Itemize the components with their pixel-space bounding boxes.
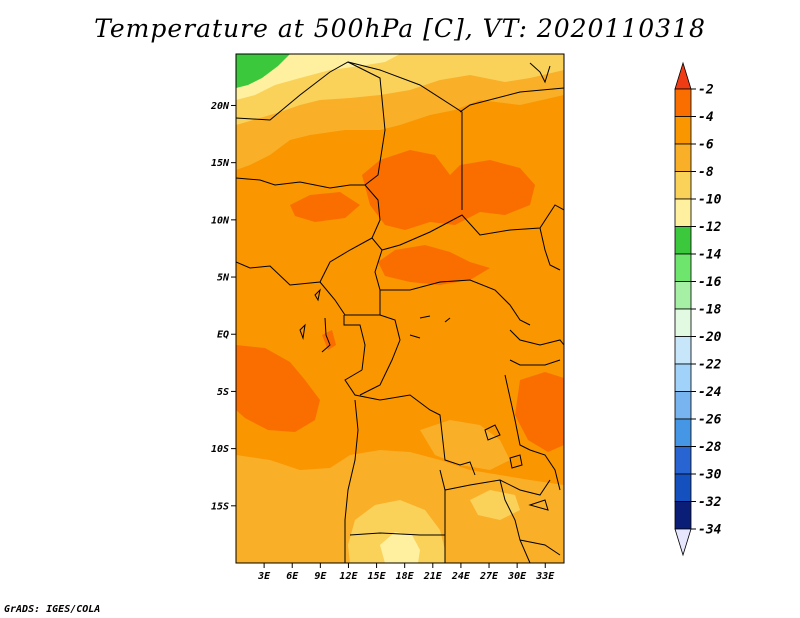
- colorbar-swatch: [674, 363, 692, 392]
- lon-tick-label: 21E: [423, 571, 443, 582]
- colorbar-swatch: [674, 446, 692, 475]
- colorbar-bottom-arrow: [674, 528, 692, 557]
- band-14-to-12: [236, 54, 290, 88]
- colorbar-swatch: [674, 116, 692, 145]
- band-12-south: [380, 532, 420, 563]
- colorbar-label: -14: [698, 248, 722, 263]
- colorbar-label: -6: [698, 138, 714, 153]
- colorbar-label: -16: [698, 275, 722, 290]
- colorbar-swatch: [674, 418, 692, 447]
- lat-tick-label: 10N: [211, 215, 230, 226]
- colorbar-swatch: [674, 171, 692, 200]
- band-8-to-6-lakes: [420, 420, 510, 470]
- warm-patch-west: [290, 192, 360, 222]
- colorbar-label: -18: [698, 303, 722, 318]
- lat-tick-label: 15N: [211, 158, 230, 169]
- colorbar-label: -26: [698, 413, 722, 428]
- temperature-field: [236, 54, 564, 563]
- colorbar-label: -20: [698, 330, 722, 345]
- colorbar-label: -28: [698, 440, 722, 455]
- lon-tick-label: 27E: [479, 571, 499, 582]
- lat-tick-label: 5N: [217, 273, 230, 284]
- colorbar-label: -4: [698, 110, 714, 125]
- country-boundaries: [236, 61, 564, 563]
- warm-patch-atlantic: [236, 345, 320, 432]
- lat-tick-label: EQ: [217, 330, 229, 341]
- colorbar-label: -34: [698, 523, 722, 538]
- colorbar-swatch: [674, 281, 692, 310]
- lon-tick-label: 33E: [535, 571, 555, 582]
- colorbar-swatch: [674, 198, 692, 227]
- longitude-axis: 3E 6E 9E 12E 15E 18E 21E 24E 27E 30E 33E: [257, 563, 555, 582]
- warm-patch-east: [515, 372, 564, 452]
- colorbar-swatch: [674, 143, 692, 172]
- colorbar-swatch: [674, 501, 692, 530]
- colorbar-label: -8: [698, 165, 714, 180]
- lon-tick-label: 18E: [396, 571, 415, 582]
- band-10-to-8-south: [348, 500, 445, 563]
- lon-tick-label: 15E: [368, 571, 387, 582]
- colorbar-swatch: [674, 336, 692, 365]
- colorbar-label: -24: [698, 385, 722, 400]
- lat-tick-label: 15S: [211, 501, 229, 512]
- colorbar-label: -2: [698, 83, 714, 98]
- lon-tick-label: 24E: [451, 571, 471, 582]
- lon-tick-label: 30E: [507, 571, 527, 582]
- lat-tick-label: 10S: [211, 444, 229, 455]
- latitude-axis: 20N 15N 10N 5N EQ 5S 10S 15S: [210, 101, 236, 512]
- colorbar-label: -32: [698, 495, 722, 510]
- lat-tick-label: 5S: [217, 387, 229, 398]
- colorbar: -2 -4 -6 -8 -10 -12 -14 -16 -18 -20 -22 -24 -26 -28 -3…: [674, 61, 722, 557]
- colorbar-top-arrow: [674, 61, 692, 90]
- warm-patch-car: [378, 245, 490, 285]
- colorbar-label: -12: [698, 220, 722, 235]
- chart-title: Temperature at 500hPa [C], VT: 202011031…: [94, 14, 706, 43]
- lon-tick-label: 6E: [286, 571, 299, 582]
- colorbar-label: -30: [698, 468, 722, 483]
- lon-tick-label: 12E: [339, 571, 358, 582]
- colorbar-swatch: [674, 473, 692, 502]
- colorbar-swatch: [674, 226, 692, 255]
- band-10-east-patch: [470, 490, 520, 520]
- lon-tick-label: 9E: [314, 571, 327, 582]
- colorbar-swatch: [674, 88, 692, 117]
- warm-patch-central-sahel: [362, 150, 535, 230]
- map-frame: [235, 53, 565, 564]
- lat-tick-label: 20N: [210, 101, 230, 112]
- colorbar-label: -22: [698, 358, 722, 373]
- colorbar-label: -10: [698, 193, 722, 208]
- grads-credit: GrADS: IGES/COLA: [4, 604, 101, 615]
- colorbar-swatch: [674, 253, 692, 282]
- colorbar-swatch: [674, 391, 692, 420]
- lon-tick-label: 3E: [257, 571, 271, 582]
- colorbar-swatch: [674, 308, 692, 337]
